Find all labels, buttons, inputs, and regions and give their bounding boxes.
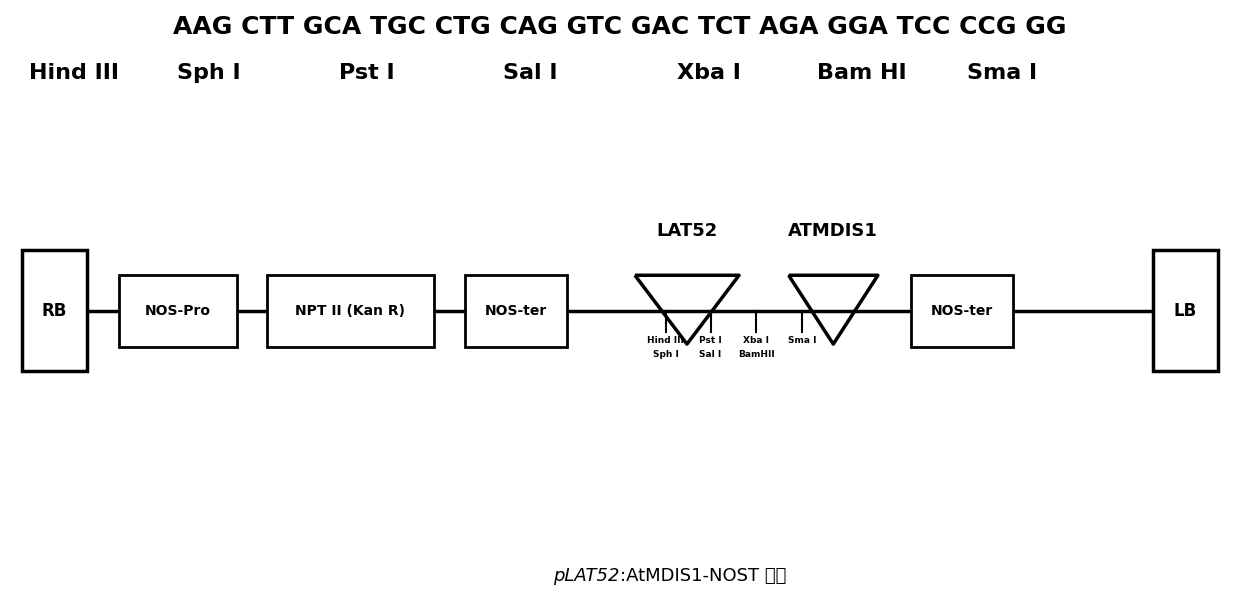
Text: Sph I: Sph I	[653, 350, 678, 359]
Text: Sma I: Sma I	[967, 63, 1037, 83]
FancyBboxPatch shape	[267, 275, 434, 347]
Text: :AtMDIS1-NOST 载体: :AtMDIS1-NOST 载体	[620, 566, 786, 585]
FancyBboxPatch shape	[911, 275, 1013, 347]
Text: Hind III: Hind III	[30, 63, 119, 83]
Text: NPT II (Kan R): NPT II (Kan R)	[295, 304, 405, 318]
Text: Sma I: Sma I	[789, 336, 816, 345]
Text: BamHII: BamHII	[738, 350, 775, 359]
Text: Sal I: Sal I	[699, 350, 722, 359]
Text: Xba I: Xba I	[744, 336, 769, 345]
Text: LB: LB	[1174, 301, 1197, 320]
Text: ATMDIS1: ATMDIS1	[789, 222, 878, 241]
FancyBboxPatch shape	[465, 275, 567, 347]
Text: LAT52: LAT52	[656, 222, 718, 241]
Text: Sal I: Sal I	[503, 63, 558, 83]
Text: Hind III: Hind III	[647, 336, 684, 345]
Text: NOS-ter: NOS-ter	[931, 304, 993, 318]
FancyBboxPatch shape	[119, 275, 237, 347]
Text: AAG CTT GCA TGC CTG CAG GTC GAC TCT AGA GGA TCC CCG GG: AAG CTT GCA TGC CTG CAG GTC GAC TCT AGA …	[174, 15, 1066, 40]
Text: Xba I: Xba I	[677, 63, 742, 83]
FancyBboxPatch shape	[22, 250, 87, 371]
Text: NOS-Pro: NOS-Pro	[145, 304, 211, 318]
Text: Pst I: Pst I	[699, 336, 722, 345]
Text: RB: RB	[42, 301, 67, 320]
Text: Sph I: Sph I	[176, 63, 241, 83]
Text: pLAT52: pLAT52	[553, 566, 620, 585]
Text: NOS-ter: NOS-ter	[485, 304, 547, 318]
Text: Pst I: Pst I	[340, 63, 394, 83]
FancyBboxPatch shape	[1153, 250, 1218, 371]
Text: Bam HI: Bam HI	[817, 63, 906, 83]
